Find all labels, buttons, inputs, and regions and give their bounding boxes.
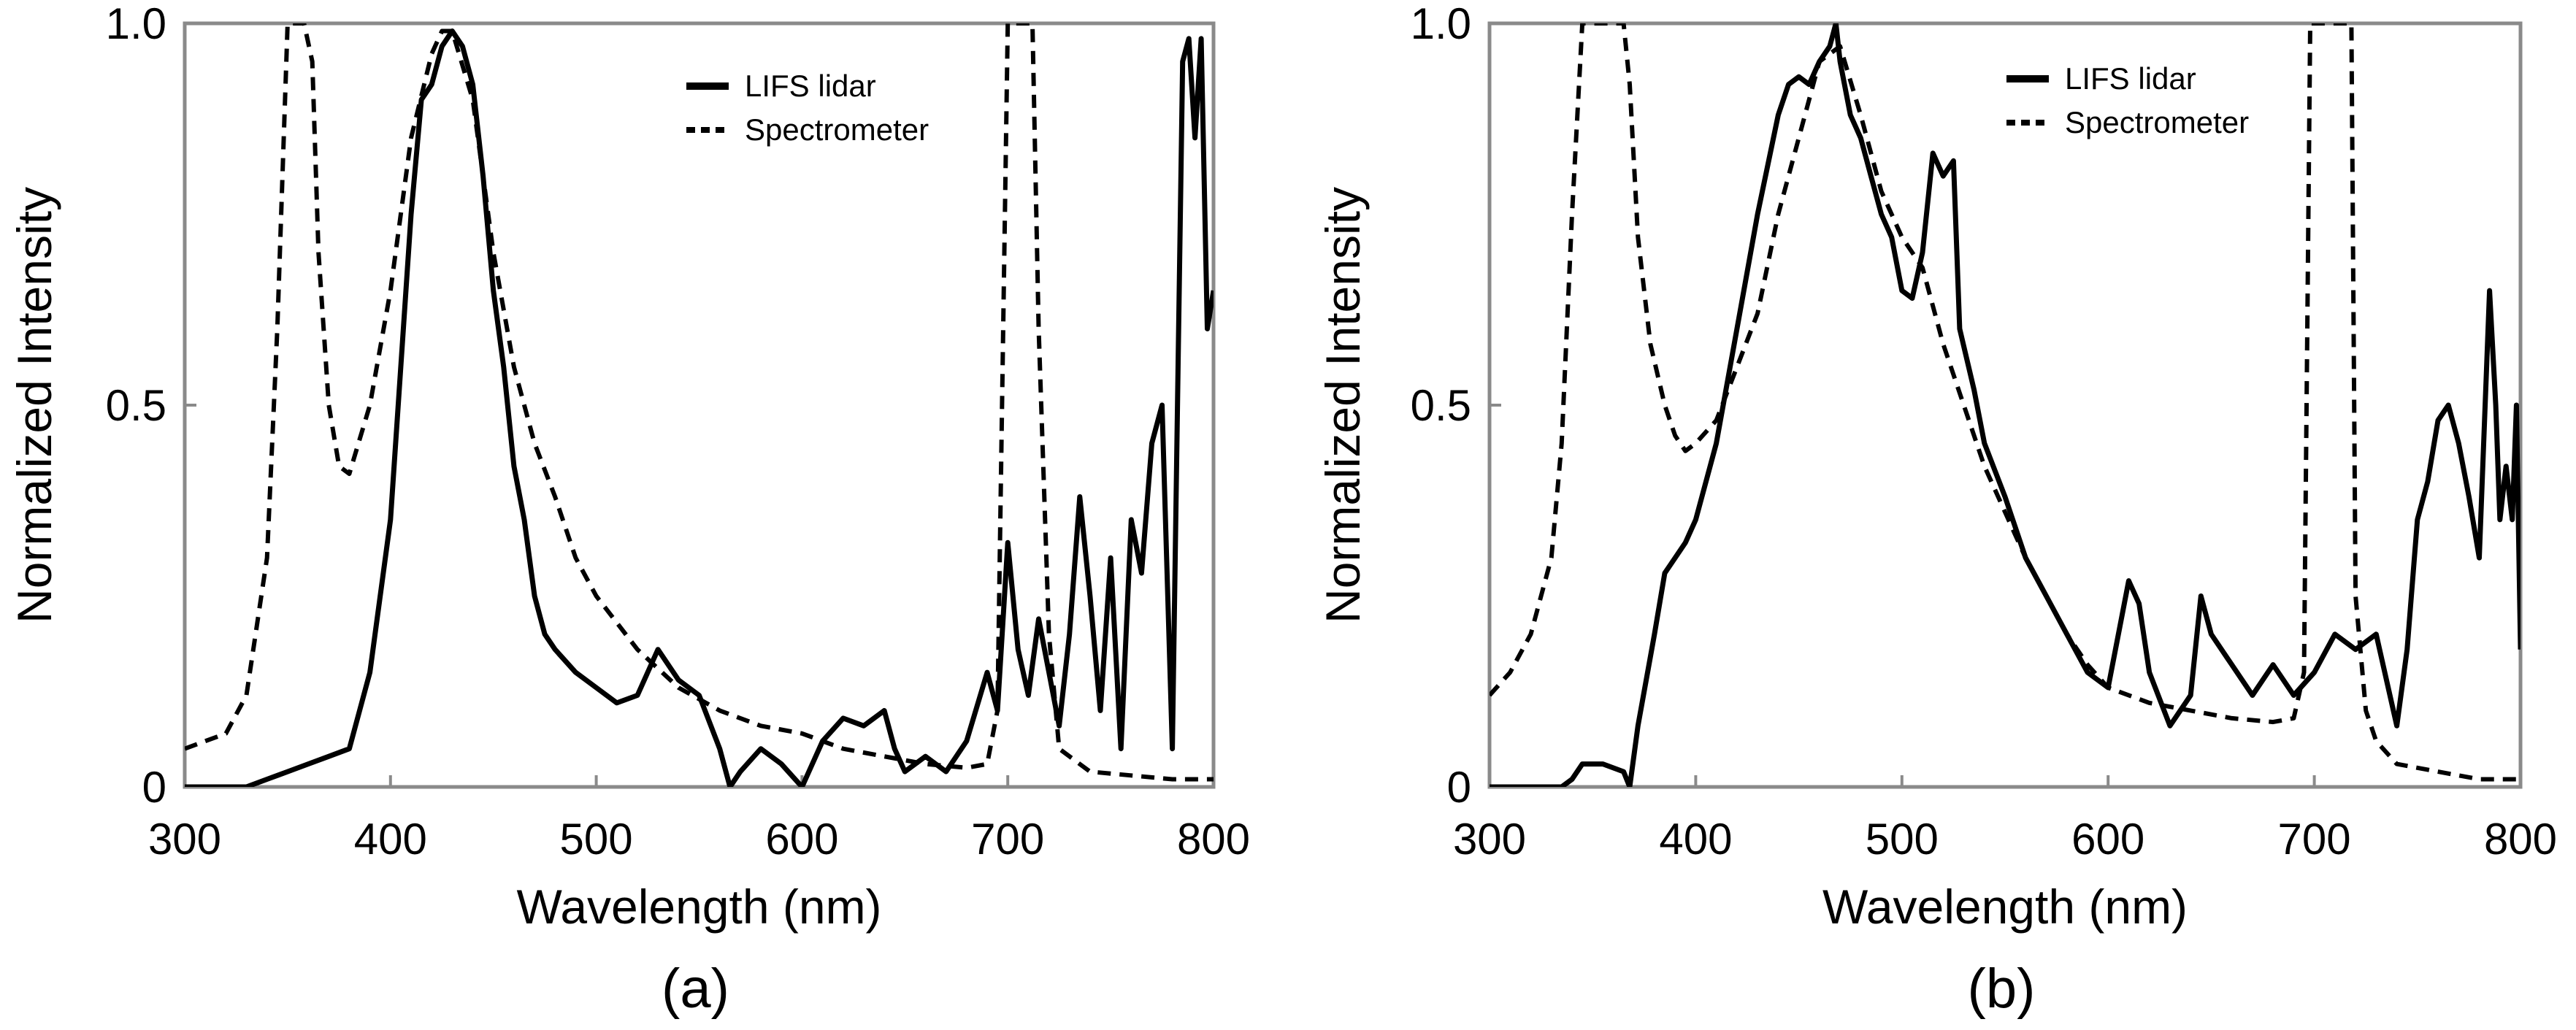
panel-a-x-tick-label: 800 xyxy=(1177,815,1250,864)
panel-b-series-lifs-lidar-line xyxy=(1490,23,2521,787)
panel-b-y-tick-label: 0.5 xyxy=(1411,381,1471,430)
panel-a-legend: LIFS lidar Spectrometer xyxy=(686,69,929,147)
panel-a-legend-label: Spectrometer xyxy=(745,112,929,147)
panel-a-y-axis-title: Normalized Intensity xyxy=(7,187,61,623)
panel-a-x-tick-label: 600 xyxy=(765,815,838,864)
panel-a-label: (a) xyxy=(662,958,729,1020)
panel-a-legend-label: LIFS lidar xyxy=(745,69,876,103)
panel-b-x-tick-label: 700 xyxy=(2278,815,2351,864)
panel-a-plot-frame xyxy=(183,21,1216,789)
panel-b-series-spectrometer-line xyxy=(1490,23,2521,782)
panel-a-y-tick-label: 0.5 xyxy=(106,381,166,430)
panel-b-x-axis-title: Wavelength (nm) xyxy=(1822,880,2188,934)
panel-a-series-lifs-lidar-line xyxy=(185,28,1214,787)
panel-a-x-tick-label: 500 xyxy=(560,815,633,864)
panel-b-x-tick-label: 400 xyxy=(1659,815,1732,864)
panel-a-y-tick-label: 1.0 xyxy=(106,0,166,48)
panel-a-y-tick-label: 0 xyxy=(142,763,166,812)
panel-b-x-tick-label: 600 xyxy=(2071,815,2144,864)
panel-b-y-tick-label: 0 xyxy=(1447,763,1471,812)
chart-panel-a: 300 400 500 600 700 800 0 0.5 1.0 Wavelength (nm)… xyxy=(7,0,1250,1020)
panel-b-label: (b) xyxy=(1968,958,2036,1020)
panel-b-y-axis-title: Normalized Intensity xyxy=(1316,187,1370,623)
panel-b-legend-label: LIFS lidar xyxy=(2065,61,2196,96)
panel-a-x-tick-label: 300 xyxy=(148,815,221,864)
panel-a-x-axis-title: Wavelength (nm) xyxy=(516,880,881,934)
chart-panel-b: 300 400 500 600 700 800 0 0.5 1.0 Wavelength (nm)… xyxy=(1316,0,2557,1020)
panel-b-legend: LIFS lidar Spectrometer xyxy=(2006,61,2249,139)
panel-b-plot-frame xyxy=(1487,21,2523,789)
panel-b-x-tick-label: 300 xyxy=(1453,815,1526,864)
panel-b-x-tick-label: 800 xyxy=(2484,815,2557,864)
panel-a-x-tick-label: 400 xyxy=(354,815,427,864)
panel-b-y-tick-label: 1.0 xyxy=(1411,0,1471,48)
panel-a-series-spectrometer-line xyxy=(185,23,1214,782)
panel-b-x-tick-label: 500 xyxy=(1866,815,1939,864)
panel-b-legend-label: Spectrometer xyxy=(2065,105,2249,139)
panel-a-x-tick-label: 700 xyxy=(971,815,1044,864)
